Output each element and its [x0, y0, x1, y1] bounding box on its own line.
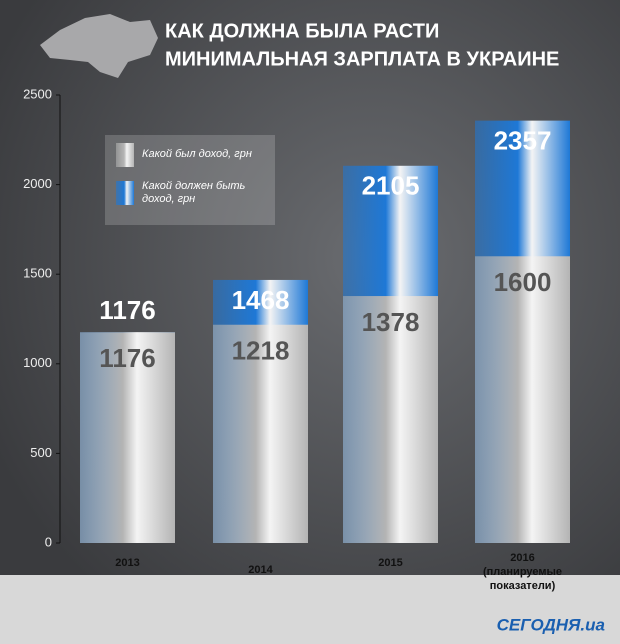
- x-tick-label: 2013: [115, 557, 140, 569]
- value-label: 1176: [99, 343, 155, 373]
- value-label: 1176: [99, 295, 155, 325]
- x-tick-label: 2015: [378, 557, 403, 569]
- value-label: 2357: [494, 126, 552, 156]
- value-label: 1378: [362, 307, 420, 337]
- y-tick-label: 1000: [23, 355, 52, 370]
- bar: [475, 256, 570, 543]
- value-label: 1218: [232, 336, 290, 366]
- legend-swatch: [116, 181, 134, 205]
- value-label: 2105: [362, 171, 420, 201]
- bar: [80, 332, 175, 543]
- legend-label: Какой должен быть доход, грн: [142, 180, 246, 205]
- value-label: 1468: [232, 285, 290, 315]
- y-tick-label: 500: [30, 445, 52, 460]
- value-label: 1600: [494, 267, 552, 297]
- chart-title: КАК ДОЛЖНА БЫЛА РАСТИ: [165, 20, 439, 42]
- legend-swatch: [116, 143, 134, 167]
- bar: [343, 296, 438, 543]
- chart-subtitle: МИНИМАЛЬНАЯ ЗАРПЛАТА В УКРАИНЕ: [165, 48, 559, 70]
- footer-band: [0, 575, 620, 644]
- y-tick-label: 2500: [23, 86, 52, 101]
- y-tick-label: 0: [45, 534, 52, 549]
- bar: [213, 324, 308, 543]
- y-tick-label: 1500: [23, 266, 52, 281]
- y-tick-label: 2000: [23, 176, 52, 191]
- x-tick-label: 2016 (планируемые показатели): [483, 552, 562, 592]
- x-tick-label: 2014: [248, 564, 273, 576]
- map-icon: [40, 14, 158, 78]
- legend-label: Какой был доход, грн: [142, 148, 252, 160]
- source: СЕГОДНЯ.ua: [497, 615, 605, 634]
